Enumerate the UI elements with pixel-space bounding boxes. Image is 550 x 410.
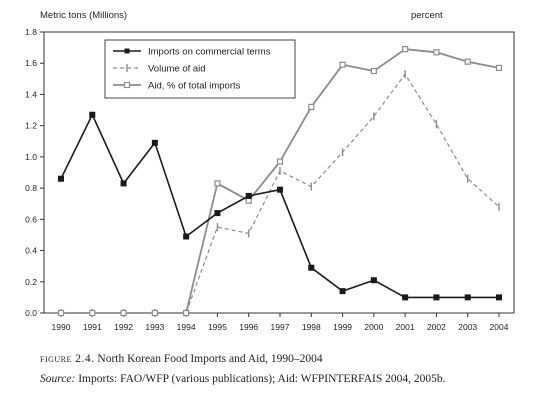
x-tick-label: 1993	[145, 322, 164, 332]
legend-box	[104, 39, 296, 99]
legend-label: Volume of aid	[148, 64, 206, 75]
figure-caption: figure 2.4. North Korean Food Imports an…	[40, 351, 540, 367]
data-point-imports	[58, 175, 64, 182]
y-tick-label: 1.2	[25, 121, 37, 131]
data-point-imports	[245, 192, 252, 199]
data-point-imports	[433, 294, 440, 301]
plot-frame	[43, 31, 515, 314]
figure-label: figure 2.4.	[40, 353, 95, 365]
data-point-aid-percent	[151, 309, 158, 317]
data-point-aid-percent	[308, 103, 315, 111]
y-tick-label: 0.2	[25, 277, 37, 287]
axes: 0.0 0.2 0.4 0.6 0.8 1.0 1.2 1.4 1.6 1.8 1990 1991 19…	[25, 27, 515, 332]
y-tick-label: 0.0	[25, 308, 37, 318]
data-point-imports	[496, 294, 502, 301]
data-point-imports	[89, 111, 96, 118]
x-tick-label: 1999	[333, 322, 352, 332]
series-line-aid-volume	[61, 73, 500, 314]
legend: Imports on commercial terms Volume of aid…	[104, 39, 296, 99]
figure-source: Source: Imports: FAO/WFP (various public…	[40, 371, 540, 387]
x-tick-label: 2002	[427, 322, 446, 332]
data-point-imports	[308, 264, 315, 271]
data-point-aid-percent	[89, 309, 96, 317]
data-point-imports	[151, 139, 158, 146]
data-point-imports	[120, 180, 127, 187]
legend-label: Aid, % of total imports	[148, 81, 241, 92]
y-tick-label: 1.4	[25, 89, 37, 99]
x-tick-label: 1994	[177, 322, 196, 332]
data-point-imports	[464, 294, 471, 301]
y-tick-label: 0.4	[25, 246, 37, 256]
data-point-aid-percent	[495, 64, 503, 72]
series-layer	[57, 46, 503, 317]
data-point-imports	[339, 288, 346, 295]
y-tick-label: 1.0	[25, 152, 37, 162]
y-tick-label: 1.6	[25, 58, 37, 68]
line-chart: 0.0 0.2 0.4 0.6 0.8 1.0 1.2 1.4 1.6 1.8 1990 1991 19…	[25, 27, 515, 332]
x-tick-label: 1998	[302, 322, 321, 332]
data-point-aid-percent	[433, 49, 440, 56]
data-point-aid-percent	[57, 309, 65, 317]
x-tick-label: 1991	[83, 322, 102, 332]
data-point-aid-percent	[402, 46, 409, 53]
data-point-aid-percent	[214, 180, 221, 187]
y-tick-label: 0.6	[25, 214, 37, 224]
legend-marker-imports	[124, 48, 130, 54]
data-point-imports	[214, 210, 221, 217]
x-tick-label: 2001	[396, 322, 415, 332]
y-tick-label: 1.8	[25, 27, 37, 37]
x-tick-label: 1995	[208, 322, 227, 332]
y-tick-label: 0.8	[25, 183, 37, 193]
x-tick-label: 2003	[458, 322, 477, 332]
x-tick-label: 1990	[52, 322, 71, 332]
data-point-imports	[402, 294, 409, 301]
data-point-imports	[370, 277, 377, 284]
data-point-imports	[183, 233, 190, 240]
data-point-aid-percent	[183, 309, 190, 317]
data-point-aid-percent	[276, 158, 284, 165]
legend-marker-aid-percent	[123, 81, 131, 89]
data-point-aid-percent	[464, 58, 471, 65]
source-label: Source:	[40, 373, 76, 385]
data-point-aid-percent	[120, 309, 127, 317]
x-tick-label: 2000	[364, 322, 383, 332]
source-text: Imports: FAO/WFP (various publications);…	[78, 373, 446, 385]
data-point-aid-percent	[370, 67, 377, 75]
series-line-imports	[60, 112, 499, 299]
x-tick-label: 1992	[114, 322, 133, 332]
x-tick-label: 1997	[271, 322, 290, 332]
data-point-aid-percent	[339, 61, 346, 68]
figure-title: North Korean Food Imports and Aid, 1990–…	[97, 353, 323, 365]
y-axis-label: Metric tons (Millions)	[40, 10, 128, 21]
x-tick-label: 2004	[490, 322, 509, 332]
legend-label: Imports on commercial terms	[148, 47, 271, 58]
data-point-imports	[277, 186, 283, 193]
figure-caption-block: figure 2.4. North Korean Food Imports an…	[40, 351, 540, 387]
x-tick-label: 1996	[239, 322, 258, 332]
y2-axis-label: percent	[411, 10, 443, 21]
